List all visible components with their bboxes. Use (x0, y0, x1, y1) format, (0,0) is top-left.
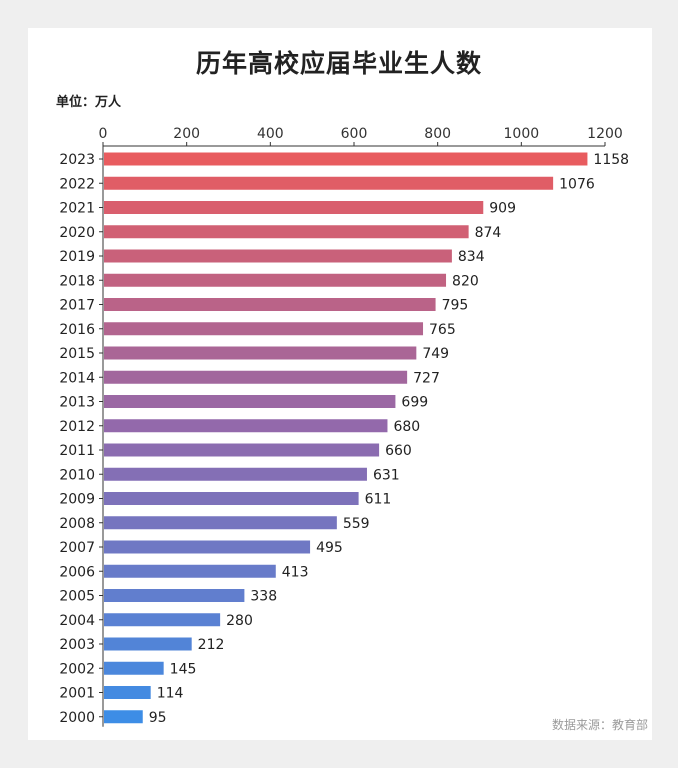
category-label: 2007 (59, 540, 95, 556)
category-label: 2010 (59, 467, 95, 483)
data-label: 338 (250, 589, 277, 605)
data-label: 631 (373, 467, 400, 483)
category-label: 2009 (59, 492, 95, 508)
data-label: 874 (475, 225, 502, 241)
bar (104, 540, 311, 554)
chart-title: 历年高校应届毕业生人数 (195, 49, 482, 78)
data-label: 795 (442, 298, 469, 314)
category-label: 2017 (59, 298, 95, 314)
data-label: 495 (316, 540, 343, 556)
category-label: 2021 (59, 201, 95, 217)
data-label: 909 (489, 201, 516, 217)
bar (104, 516, 337, 530)
bar (104, 395, 396, 408)
category-label: 2001 (59, 686, 95, 702)
bar (104, 152, 588, 166)
data-label: 1076 (559, 176, 595, 192)
bar (104, 370, 408, 384)
bar (104, 637, 192, 651)
data-label: 699 (401, 395, 428, 411)
data-label: 95 (149, 710, 167, 726)
bar (104, 613, 221, 627)
category-label: 2022 (59, 176, 95, 192)
bar (104, 346, 417, 360)
bar (104, 273, 447, 287)
category-label: 2018 (59, 273, 95, 289)
data-label: 559 (343, 516, 370, 532)
category-label: 2000 (59, 710, 95, 726)
data-label: 765 (429, 322, 456, 338)
category-label: 2008 (59, 516, 95, 532)
category-label: 2016 (59, 322, 95, 338)
category-label: 2003 (59, 637, 95, 653)
bar (104, 419, 388, 433)
data-label: 749 (422, 346, 449, 362)
bar (104, 492, 359, 505)
data-label: 680 (393, 419, 420, 435)
bar (104, 710, 143, 724)
bar (104, 467, 367, 481)
bar (104, 589, 245, 602)
data-label: 1158 (593, 152, 629, 168)
data-label: 834 (458, 249, 485, 265)
category-label: 2014 (59, 370, 95, 386)
category-label: 2006 (59, 564, 95, 580)
bar (104, 322, 424, 336)
category-label: 2020 (59, 225, 95, 241)
data-label: 413 (282, 564, 309, 580)
bar (104, 686, 151, 699)
category-label: 2023 (59, 152, 95, 168)
x-tick-label: 1000 (504, 126, 540, 142)
bar (104, 443, 380, 457)
bar (104, 176, 554, 190)
data-label: 660 (385, 443, 412, 459)
bar (104, 564, 276, 578)
source-label: 数据来源：教育部 (551, 718, 648, 732)
x-tick-label: 800 (424, 126, 451, 142)
category-label: 2005 (59, 589, 95, 605)
category-label: 2012 (59, 419, 95, 435)
data-label: 280 (226, 613, 253, 629)
category-label: 2015 (59, 346, 95, 362)
x-tick-label: 200 (173, 126, 200, 142)
data-label: 727 (413, 370, 440, 386)
category-label: 2013 (59, 395, 95, 411)
category-label: 2011 (59, 443, 95, 459)
data-label: 611 (365, 492, 392, 508)
category-label: 2004 (59, 613, 95, 629)
data-label: 114 (157, 686, 184, 702)
x-tick-label: 600 (341, 126, 368, 142)
x-tick-label: 400 (257, 126, 284, 142)
x-tick-label: 0 (99, 126, 108, 142)
bar (104, 249, 452, 263)
category-label: 2002 (59, 661, 95, 677)
bar (104, 298, 436, 311)
data-label: 820 (452, 273, 479, 289)
category-label: 2019 (59, 249, 95, 265)
x-tick-label: 1200 (587, 126, 623, 142)
bar (104, 201, 484, 214)
unit-label: 单位：万人 (56, 95, 122, 110)
data-label: 145 (170, 661, 197, 677)
bar (104, 661, 164, 675)
data-label: 212 (198, 637, 225, 653)
bar (104, 225, 469, 239)
